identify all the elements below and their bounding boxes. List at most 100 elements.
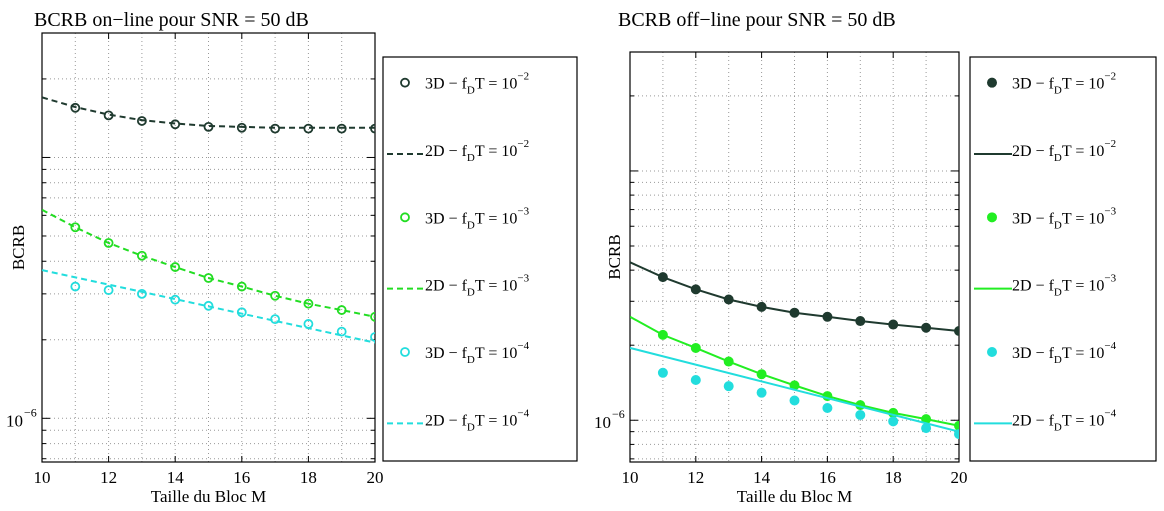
series-group: [42, 96, 375, 344]
legend-marker-swatch: [400, 212, 410, 223]
legend-label-exponent: −2: [517, 138, 529, 150]
series-line-5: [630, 346, 959, 433]
x-tick-label: 16: [819, 468, 836, 487]
legend-label-subscript: D: [1054, 354, 1062, 366]
data-point: [103, 238, 114, 248]
legend-label-exponent: −2: [517, 71, 529, 83]
legend: [969, 56, 1157, 462]
data-point: [103, 285, 114, 296]
legend-label-subscript: D: [467, 287, 475, 299]
panel-on-line: BCRB on−line pour SNR = 50 dB 10 12 14 16 18 2…: [6, 9, 578, 506]
legend-label-text: 2D − f: [1012, 143, 1055, 160]
x-axis-label: Taille du Bloc M: [151, 487, 266, 506]
legend-label-subscript: D: [467, 85, 475, 97]
data-point: [136, 288, 147, 299]
legend-label-exponent: −4: [517, 340, 529, 352]
legend-marker-swatch: [987, 77, 997, 88]
legend-label: 3D − fDT = 10−3: [425, 205, 530, 231]
y-axis-label: BCRB: [9, 225, 28, 270]
legend-marker-swatch: [987, 347, 997, 357]
legend-label-exponent: −4: [517, 407, 529, 419]
legend-label-tail: T = 10: [1062, 76, 1105, 93]
series-line-1: [42, 96, 375, 129]
legend-label-exponent: −3: [517, 205, 529, 217]
data-point: [370, 332, 375, 342]
legend-label-text: 2D − f: [1012, 412, 1055, 429]
legend-label-tail: T = 10: [475, 210, 518, 227]
legend-label-exponent: −3: [517, 273, 529, 285]
legend-label: 3D − fDT = 10−3: [1012, 205, 1117, 231]
legend-label-subscript: D: [1054, 152, 1062, 164]
legend-label: 2D − fDT = 10−2: [1012, 138, 1116, 164]
data-point: [855, 409, 866, 420]
x-tick-label: 10: [622, 468, 639, 487]
legend-label-tail: T = 10: [475, 345, 518, 362]
legend-label: 2D − fDT = 10−4: [1012, 407, 1117, 433]
data-point: [789, 395, 800, 406]
series-line-1: [630, 261, 959, 333]
data-point: [336, 326, 347, 337]
legend-label: 2D − fDT = 10−4: [425, 407, 530, 433]
y-tick-label-exponent: −6: [612, 407, 625, 421]
data-point: [303, 298, 314, 309]
x-tick-label: 12: [687, 468, 704, 487]
series-line-3: [630, 315, 959, 427]
legend-label-subscript: D: [467, 421, 475, 433]
x-tick-label: 18: [885, 468, 902, 487]
chart-title: BCRB off−line pour SNR = 50 dB: [618, 9, 896, 31]
legend-label: 2D − fDT = 10−3: [1012, 273, 1117, 299]
x-tick-label: 12: [100, 468, 117, 487]
chart-title: BCRB on−line pour SNR = 50 dB: [34, 9, 309, 31]
plot-area: [629, 51, 960, 463]
legend-marker-swatch: [987, 212, 997, 223]
legend-label-tail: T = 10: [475, 278, 518, 295]
legend-label-subscript: D: [467, 354, 475, 366]
series-line-5: [42, 269, 375, 344]
legend-label-exponent: −2: [1104, 71, 1116, 83]
series-group: [630, 261, 959, 440]
legend-label-subscript: D: [1054, 421, 1062, 433]
x-axis-label: Taille du Bloc M: [737, 487, 852, 506]
y-axis-label: BCRB: [605, 234, 624, 279]
x-tick-label: 20: [367, 468, 384, 487]
legend-label-exponent: −2: [1104, 138, 1116, 150]
legend-label-text: 3D − f: [1012, 76, 1055, 93]
legend-marker-swatch: [400, 347, 410, 357]
x-tick-label: 16: [233, 468, 250, 487]
legend-label-tail: T = 10: [1062, 412, 1105, 429]
data-point: [136, 116, 147, 126]
legend-label-tail: T = 10: [475, 143, 518, 160]
series-line-3: [42, 208, 375, 318]
data-point: [756, 387, 767, 398]
legend-label-exponent: −3: [1104, 273, 1116, 285]
legend-label: 3D − fDT = 10−2: [425, 71, 529, 97]
legend-label-exponent: −4: [1104, 340, 1116, 352]
legend-label: 2D − fDT = 10−3: [425, 273, 530, 299]
legend-label-subscript: D: [467, 152, 475, 164]
data-point: [822, 402, 833, 413]
legend-label-text: 2D − f: [425, 278, 468, 295]
legend-label-subscript: D: [1054, 287, 1062, 299]
data-point: [170, 262, 181, 272]
legend: [382, 56, 578, 462]
data-point: [136, 250, 147, 261]
data-point: [203, 300, 214, 311]
data-point: [70, 102, 81, 113]
data-point: [70, 222, 81, 233]
data-point: [70, 281, 81, 292]
legend-label: 3D − fDT = 10−2: [1012, 71, 1116, 97]
legend-label-text: 3D − f: [1012, 345, 1055, 362]
data-point: [336, 123, 347, 134]
x-tick-label: 10: [34, 468, 51, 487]
data-point: [170, 294, 181, 305]
legend-label-tail: T = 10: [475, 76, 518, 93]
legend-label-tail: T = 10: [1062, 143, 1105, 160]
data-point: [657, 367, 668, 378]
y-tick-label-exponent: −6: [24, 405, 37, 419]
x-tick-label: 14: [167, 468, 185, 487]
y-tick-label: 10: [594, 413, 611, 432]
legend-label-text: 2D − f: [425, 412, 468, 429]
y-tick-label: 10: [6, 411, 23, 430]
data-point: [690, 375, 701, 386]
